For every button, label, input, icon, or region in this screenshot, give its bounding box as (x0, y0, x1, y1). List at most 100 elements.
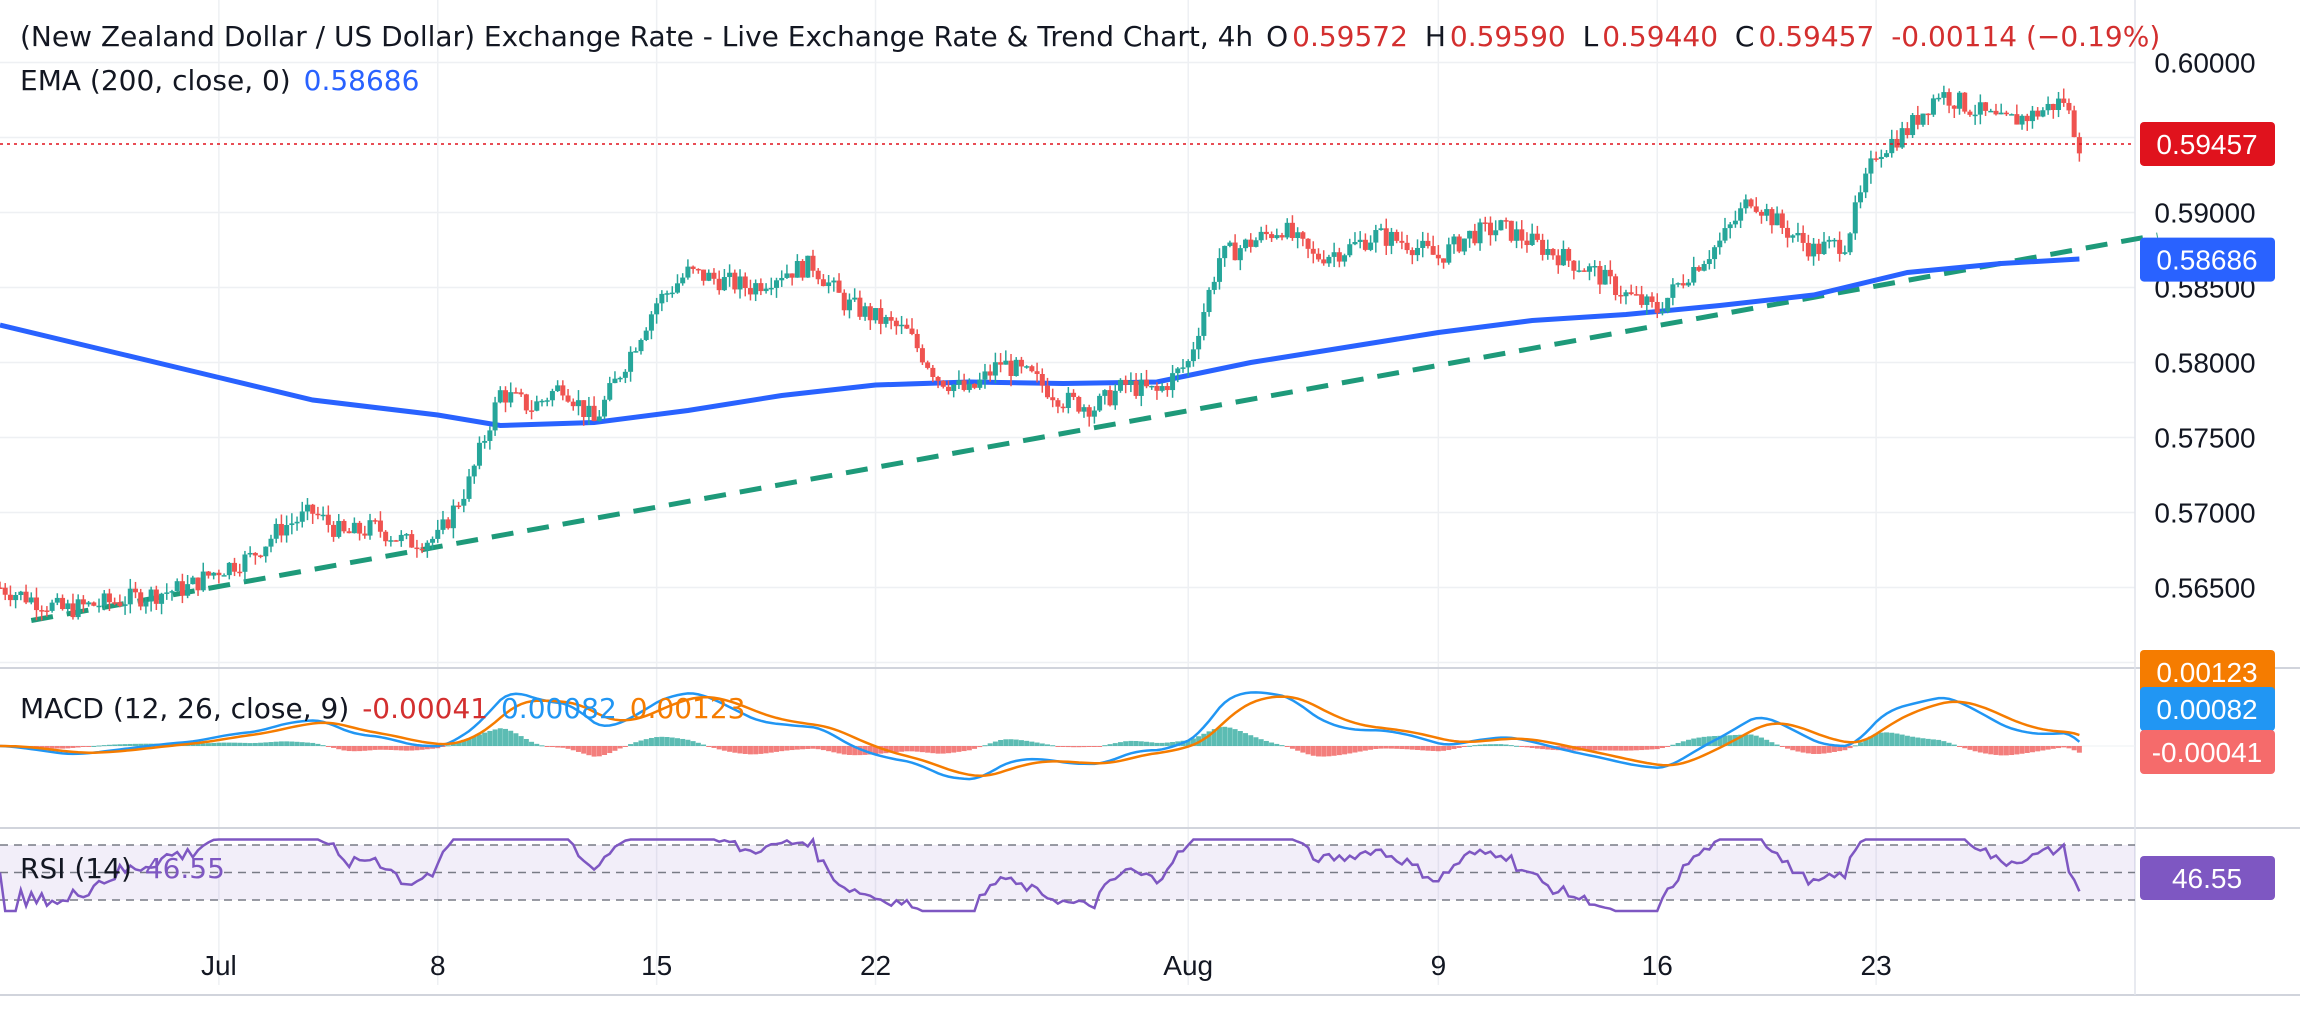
candle (1738, 202, 1744, 229)
macd-histogram-bar (273, 741, 279, 746)
macd-histogram-bar (117, 744, 123, 746)
candle-body (935, 376, 941, 381)
macd-histogram-bar (351, 746, 357, 752)
candle-body (1149, 385, 1155, 388)
candle-body (1415, 247, 1421, 256)
candle (393, 539, 399, 542)
macd-histogram-bar (1717, 735, 1723, 746)
macd-histogram-bar (106, 744, 112, 746)
candle-body (1857, 192, 1863, 203)
macd-histogram-bar (758, 746, 764, 754)
macd-histogram-bar (1837, 746, 1843, 752)
candle (1091, 406, 1097, 424)
candle-body (205, 571, 211, 576)
macd-histogram-bar (1425, 746, 1431, 751)
candle (1123, 375, 1129, 394)
candle (1795, 222, 1801, 242)
macd-histogram-bar (1983, 746, 1989, 754)
candle (60, 594, 66, 611)
candle (873, 308, 879, 324)
macd-histogram-bar (513, 733, 519, 746)
candle (242, 550, 248, 582)
candle-body (1211, 281, 1217, 290)
candle (1732, 210, 1738, 228)
candle-body (1373, 230, 1379, 243)
candle-body (1493, 230, 1499, 236)
candle (977, 372, 983, 390)
candle-body (7, 594, 13, 601)
macd-histogram-bar (544, 746, 550, 747)
macd-histogram-bar (1764, 739, 1770, 746)
candle (331, 521, 337, 542)
macd-histogram-bar (523, 738, 529, 746)
candle-body (1691, 267, 1697, 283)
candle (956, 370, 962, 390)
candle (1951, 105, 1957, 118)
candle-body (1336, 252, 1342, 262)
candle (315, 506, 321, 520)
candle (1691, 256, 1697, 286)
candle-body (2024, 115, 2030, 122)
macd-histogram-bar (815, 746, 821, 750)
macd-histogram-bar (638, 740, 644, 746)
candle-body (179, 581, 185, 596)
macd-histogram-bar (940, 746, 946, 754)
candle (763, 283, 769, 294)
macd-histogram-bar (1185, 740, 1191, 746)
macd-histogram-bar (1493, 744, 1499, 746)
macd-histogram-bar (945, 746, 951, 754)
candle (721, 268, 727, 292)
candle (1920, 113, 1926, 127)
macd-histogram-bar (2061, 746, 2067, 748)
macd-signal-badge-bg (2140, 650, 2275, 694)
macd-histogram-bar (1665, 746, 1671, 747)
candle (747, 279, 753, 301)
macd-histogram-bar (1722, 735, 1728, 746)
candle (1388, 227, 1394, 255)
candle-body (951, 384, 957, 392)
candle (1190, 341, 1196, 367)
macd-histogram-bar (1884, 732, 1890, 746)
candle-body (1123, 379, 1129, 385)
candle-body (727, 272, 733, 278)
macd-signal-badge-text: 0.00123 (2156, 657, 2257, 688)
candle-body (805, 255, 811, 278)
macd-histogram-bar (1602, 746, 1608, 751)
candle (268, 534, 274, 553)
candle-body (0, 587, 3, 589)
candle (310, 503, 316, 524)
candle (1644, 294, 1650, 315)
macd-histogram-bar (1018, 740, 1024, 746)
macd-histogram-bar (205, 743, 211, 746)
candle-body (471, 465, 477, 477)
candle (784, 264, 790, 279)
candle (1904, 122, 1910, 139)
macd-histogram-bar (143, 743, 149, 746)
candle (1753, 197, 1759, 214)
candle-body (362, 533, 368, 536)
candle-body (1128, 380, 1134, 385)
macd-histogram-bar (1962, 746, 1968, 749)
macd-histogram-bar (1222, 726, 1228, 746)
macd-histogram-bar (1592, 746, 1598, 751)
candle-body (86, 602, 92, 605)
candle-body (664, 293, 670, 295)
macd-histogram-bar (1050, 745, 1056, 747)
candle (737, 269, 743, 299)
candle-body (1107, 390, 1113, 406)
macd-histogram-bar (263, 742, 269, 746)
candle (2014, 104, 2020, 125)
x-tick-label: 15 (641, 950, 672, 981)
macd-histogram-bar (1211, 729, 1217, 746)
candle-body (2029, 110, 2035, 122)
rsi-value: 46.55 (144, 852, 225, 885)
candle-body (1837, 239, 1843, 254)
candle (1284, 218, 1290, 240)
candle (1493, 220, 1499, 242)
candle-body (987, 371, 993, 376)
macd-histogram-bar (1112, 743, 1118, 746)
candle-body (1399, 240, 1405, 243)
macd-histogram-bar (1071, 746, 1077, 748)
candle-body (1774, 213, 1780, 226)
candle-body (596, 416, 602, 422)
